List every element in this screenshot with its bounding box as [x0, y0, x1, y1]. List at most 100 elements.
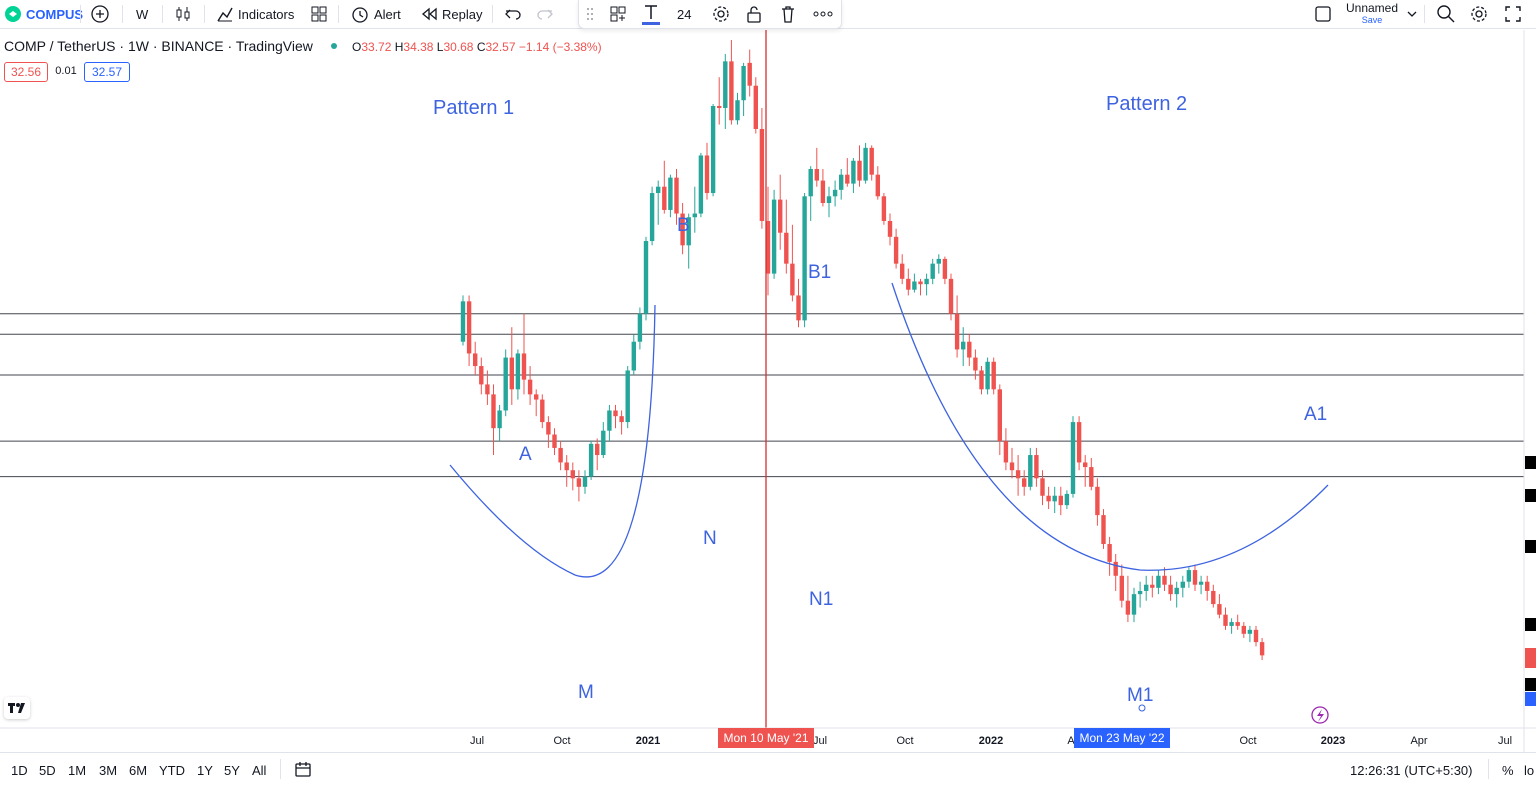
candle	[735, 92, 740, 125]
candle	[759, 107, 765, 229]
candle	[588, 441, 594, 480]
candle	[1009, 447, 1015, 479]
candle	[1089, 457, 1094, 491]
label-m[interactable]: M	[578, 682, 594, 703]
x-tick: Jul	[470, 735, 484, 747]
candle	[851, 158, 856, 194]
x-axis-ticks: Jul Oct 2021 Jul Oct 2022 A Oct 2023 Apr…	[470, 735, 1512, 747]
label-m1[interactable]: M1	[1127, 685, 1153, 706]
layout-checkbox[interactable]	[1314, 0, 1332, 28]
candle	[1022, 470, 1027, 496]
indicators-button[interactable]: Indicators	[216, 0, 294, 28]
label-n1[interactable]: N1	[809, 589, 833, 610]
template-button[interactable]	[609, 0, 627, 28]
candle	[991, 357, 996, 395]
layout-name[interactable]: Unnamed Save	[1340, 1, 1404, 25]
candle	[485, 370, 490, 405]
candle	[753, 77, 758, 134]
candle	[460, 295, 466, 346]
cup-curve-pattern-1[interactable]	[449, 304, 656, 578]
candle	[1150, 575, 1155, 598]
delete-drawing-button[interactable]	[779, 0, 797, 28]
square-icon	[1315, 6, 1331, 22]
candle	[1131, 587, 1137, 623]
percent-toggle[interactable]: %	[1502, 763, 1514, 778]
label-b1[interactable]: B1	[808, 262, 831, 283]
candle	[1113, 553, 1118, 591]
drawing-settings-button[interactable]	[711, 0, 731, 28]
clock[interactable]: 12:26:31 (UTC+5:30)	[1350, 763, 1473, 778]
compare-button[interactable]	[90, 0, 110, 28]
label-a1[interactable]: A1	[1304, 404, 1327, 425]
range-5y[interactable]: 5Y	[224, 763, 240, 778]
candle	[601, 422, 606, 458]
candle	[1205, 575, 1210, 601]
candle	[1028, 447, 1033, 491]
candle	[534, 389, 539, 417]
lock-button[interactable]	[745, 0, 763, 28]
candle	[503, 349, 508, 417]
goto-date-button[interactable]	[294, 761, 312, 784]
save-label[interactable]: Save	[1361, 15, 1383, 25]
text-color-button[interactable]	[641, 0, 661, 28]
candle	[875, 166, 880, 200]
interval-button[interactable]: W	[136, 6, 149, 22]
price-chart[interactable]: Pattern 1 Pattern 2 A B N M A1 B1 N1 M1 …	[0, 30, 1536, 752]
label-b[interactable]: B	[677, 215, 690, 236]
candle	[1064, 490, 1070, 510]
candle	[1168, 575, 1173, 601]
replay-lightning[interactable]	[1311, 706, 1329, 724]
undo-button[interactable]	[504, 0, 522, 28]
pattern-2-label[interactable]: Pattern 2	[1106, 93, 1187, 115]
drag-handle[interactable]	[585, 0, 595, 28]
range-5d[interactable]: 5D	[39, 763, 56, 778]
legend-title[interactable]: COMP / TetherUS · 1W · BINANCE · Trading…	[4, 38, 313, 54]
symbol-search[interactable]: COMPUS	[4, 0, 83, 28]
x-tick: Jul	[813, 735, 827, 747]
label-n[interactable]: N	[703, 528, 717, 549]
log-toggle[interactable]: lo	[1524, 763, 1535, 778]
range-1m[interactable]: 1M	[68, 763, 87, 778]
fullscreen-button[interactable]	[1504, 0, 1522, 28]
pattern-1-label[interactable]: Pattern 1	[433, 97, 514, 119]
layout-dropdown[interactable]	[1406, 0, 1418, 28]
redo-button[interactable]	[536, 0, 554, 28]
range-6m[interactable]: 6M	[129, 763, 148, 778]
range-all[interactable]: All	[252, 763, 267, 778]
candle	[1162, 567, 1167, 591]
grid-icon	[311, 6, 327, 22]
chart-type-button[interactable]	[174, 0, 192, 28]
tradingview-logo[interactable]	[4, 697, 30, 719]
settings-button[interactable]	[1469, 0, 1489, 28]
alert-button[interactable]: Alert	[350, 0, 401, 28]
search-button[interactable]	[1436, 0, 1456, 28]
candle	[729, 40, 734, 125]
x-tick: Jul	[1498, 735, 1512, 747]
candle	[845, 158, 850, 187]
range-1d[interactable]: 1D	[11, 763, 28, 778]
spread-value: 0.01	[55, 65, 77, 77]
candle	[832, 180, 838, 207]
cup-curve-pattern-2[interactable]	[891, 282, 1329, 571]
label-a[interactable]: A	[519, 444, 532, 465]
candle	[973, 349, 978, 380]
indicators-label: Indicators	[238, 6, 295, 22]
x-tick: Oct	[1239, 735, 1256, 747]
replay-button[interactable]: Replay	[420, 0, 482, 28]
range-ytd[interactable]: YTD	[159, 763, 185, 778]
anchor-point[interactable]	[1138, 704, 1146, 712]
bid-price[interactable]: 32.56	[4, 62, 48, 82]
candle	[863, 142, 868, 184]
candle	[656, 180, 661, 225]
candle	[906, 268, 911, 296]
range-3m[interactable]: 3M	[99, 763, 118, 778]
font-size-button[interactable]: 24	[677, 6, 692, 22]
candle	[1174, 581, 1179, 608]
more-options-button[interactable]	[813, 0, 833, 28]
indicators-icon	[217, 7, 233, 22]
ask-price[interactable]: 32.57	[84, 62, 130, 82]
candle	[1259, 637, 1265, 660]
templates-button[interactable]	[310, 0, 328, 28]
range-1y[interactable]: 1Y	[197, 763, 213, 778]
close-label: C	[476, 40, 486, 54]
